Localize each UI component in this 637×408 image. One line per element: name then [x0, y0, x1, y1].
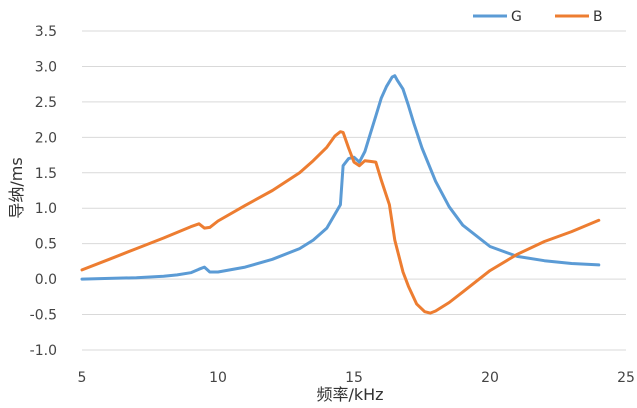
y-tick-label: 1.5: [35, 166, 57, 182]
legend-label-b: B: [593, 9, 603, 25]
legend: G B: [473, 9, 603, 25]
y-tick-labels: -1.0 -0.5 0.0 0.5 1.0 1.5 2.0 2.5 3.0 3.5: [30, 24, 57, 359]
y-tick-label: -0.5: [30, 308, 57, 324]
x-tick-label: 10: [209, 370, 227, 386]
legend-label-g: G: [511, 9, 522, 25]
x-tick-label: 5: [78, 370, 87, 386]
x-tick-label: 15: [345, 370, 363, 386]
y-tick-label: 1.0: [35, 201, 57, 217]
y-tick-label: 2.5: [35, 95, 57, 111]
gridlines: [82, 30, 626, 351]
x-axis-label: 频率/kHz: [316, 385, 383, 404]
y-tick-label: 3.0: [35, 59, 57, 75]
y-axis-label: 导纳/ms: [7, 157, 26, 218]
y-tick-label: -1.0: [30, 343, 57, 359]
y-tick-label: 2.0: [35, 130, 57, 146]
y-tick-label: 0.5: [35, 237, 57, 253]
y-tick-label: 0.0: [35, 272, 57, 288]
x-tick-labels: 5 10 15 20 25: [78, 370, 635, 386]
x-tick-label: 20: [481, 370, 499, 386]
series-lines: [80, 74, 601, 315]
x-tick-label: 25: [617, 370, 635, 386]
series-line-g: [80, 74, 601, 281]
y-tick-label: 3.5: [35, 24, 57, 40]
series-line-b: [80, 130, 601, 315]
